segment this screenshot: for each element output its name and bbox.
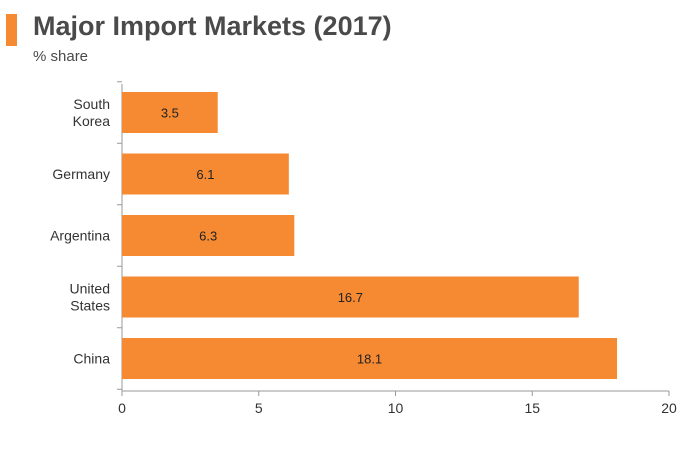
bar: [122, 215, 295, 256]
category-label: Korea: [73, 113, 111, 129]
bar: [122, 92, 218, 133]
data-label: 6.3: [199, 229, 217, 244]
x-tick-label: 5: [255, 400, 263, 416]
category-label: China: [73, 351, 110, 367]
x-tick-label: 10: [388, 400, 404, 416]
category-label: States: [70, 298, 110, 314]
category-label: South: [73, 96, 110, 112]
category-label: United: [70, 281, 110, 297]
category-label: Germany: [52, 166, 110, 182]
x-tick-label: 0: [118, 400, 126, 416]
title-accent-bar: [6, 14, 17, 46]
data-label: 16.7: [338, 290, 363, 305]
bar: [122, 276, 579, 318]
x-tick-label: 15: [524, 400, 540, 416]
x-tick-label: 20: [661, 400, 677, 416]
bar: [122, 338, 618, 379]
data-label: 3.5: [161, 106, 179, 121]
chart-subtitle: % share: [33, 48, 89, 65]
chart-title: Major Import Markets (2017): [33, 11, 392, 41]
data-label: 18.1: [357, 352, 382, 367]
bar: [122, 153, 289, 195]
data-label: 6.1: [196, 167, 214, 182]
category-label: Argentina: [50, 228, 110, 244]
